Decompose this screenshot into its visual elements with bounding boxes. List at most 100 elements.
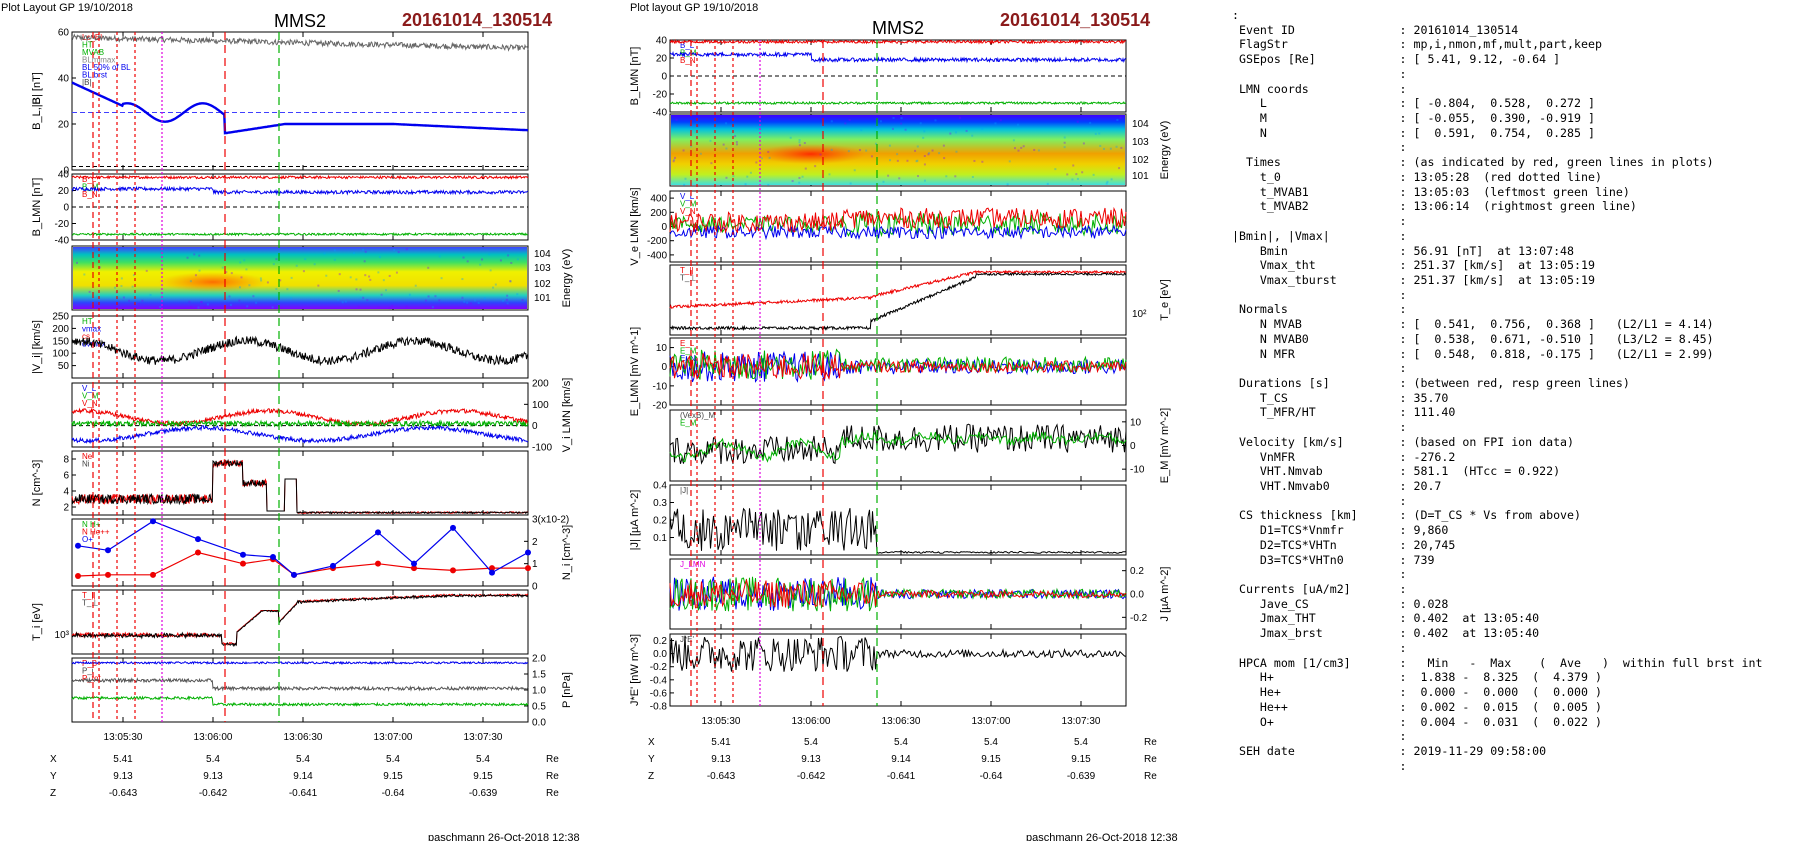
spectrogram-noise [848, 118, 851, 121]
spectrogram-noise [1075, 173, 1078, 176]
info-line: t_0 : 13:05:28 (red dotted line) [1232, 169, 1602, 184]
spectrogram-noise [470, 302, 473, 305]
legend-entry: B_L [680, 41, 695, 50]
info-line: Velocity [km/s] : (based on FPI ion data… [1232, 434, 1575, 449]
info-line: : [1232, 640, 1407, 655]
spectrogram-noise [188, 300, 191, 303]
y-tick-label: 102 [1132, 155, 1149, 166]
position-value: 9.15 [981, 754, 1001, 765]
spectrogram-noise [141, 299, 144, 302]
info-line: Normals : [1232, 302, 1407, 317]
panel-frame [669, 484, 1127, 556]
position-value: 5.41 [711, 737, 731, 748]
y-tick-label: 400 [650, 194, 667, 205]
position-value: 9.14 [293, 771, 313, 782]
spectrogram-noise [355, 278, 358, 281]
spectrogram-noise [481, 258, 484, 261]
spectrogram-noise [916, 145, 919, 148]
spectrogram-noise [994, 122, 997, 125]
spectrogram-noise [132, 274, 135, 277]
position-value: 5.4 [206, 754, 220, 765]
spectrogram-noise [88, 290, 91, 293]
spectrogram-noise [260, 279, 263, 282]
position-value: 9.15 [383, 771, 403, 782]
info-line: T_CS : 35.70 [1232, 390, 1449, 405]
spectrogram-noise [477, 302, 480, 305]
data-point [75, 542, 81, 549]
spectrogram-noise [949, 132, 952, 135]
legend-entry: J*E' [680, 635, 694, 644]
spectrogram-noise [355, 288, 358, 291]
y-tick-label: 0 [532, 582, 538, 593]
series-te-perp [670, 272, 1127, 332]
series-bl [669, 38, 1127, 45]
panel-right-1: -40 -20 0 20 40 B_LMN [nT] B_LB_MB_N [629, 36, 1127, 119]
spectrogram-noise [896, 153, 899, 156]
y-axis-label: B_LMN [nT] [629, 47, 641, 106]
position-value: 5.41 [113, 754, 133, 765]
legend-entry: Lc_Bl [82, 33, 102, 42]
y-tick-label: 0.4 [653, 481, 667, 492]
data-point [525, 549, 531, 556]
spectrogram-noise [255, 301, 258, 304]
spectrogram-noise [275, 258, 278, 261]
spectrogram-noise [1115, 145, 1118, 148]
spectrogram-noise [272, 263, 275, 266]
legend-entry: V_N [680, 207, 696, 216]
spectrogram-noise [673, 158, 676, 161]
info-line: : [1232, 729, 1407, 744]
series-el [669, 353, 1127, 380]
data-point [150, 518, 156, 525]
spectrogram-noise [509, 280, 512, 283]
spectrogram-noise [798, 181, 801, 184]
spectrogram-noise [927, 153, 930, 156]
spectrogram-noise [755, 161, 758, 164]
spectrogram-noise [463, 300, 466, 303]
position-value: -0.639 [1067, 771, 1096, 782]
y-axis-label: B_L,|B| [nT] [31, 72, 43, 130]
info-line: VHT.Nmvab : 581.1 (HTcc = 0.922) [1232, 464, 1561, 479]
spectrogram-noise [1046, 182, 1049, 185]
panel-right-9: -0.8 -0.6 -0.4 -0.2 0.0 0.2 J*E' [nW m^-3] J*E' [629, 633, 1127, 713]
spectrogram-noise [246, 305, 249, 308]
y-tick-label: 4 [63, 487, 69, 498]
info-line: : [1232, 287, 1407, 302]
spectrogram-noise [362, 296, 365, 299]
event-id-left: 20161014_130514 [402, 10, 552, 30]
spectrogram-noise [896, 159, 899, 162]
spectrogram-noise [238, 286, 241, 289]
legend-entry: V_L [680, 192, 695, 201]
spectrogram-noise [767, 150, 770, 153]
spectrogram-noise [735, 140, 738, 143]
y-tick-label: -0.4 [650, 675, 668, 686]
plot-layout-left: Plot Layout GP 19/10/2018 [1, 2, 133, 14]
position-value: 5.4 [804, 737, 818, 748]
spectrogram-noise [789, 136, 792, 139]
spectrogram-noise [483, 297, 486, 300]
spectrogram-noise [682, 149, 685, 152]
y-tick-label: 0.0 [1130, 590, 1144, 601]
position-value: 5.4 [476, 754, 490, 765]
spectrogram-noise [434, 295, 437, 298]
info-line: He++ : 0.002 - 0.015 ( 0.005 ) [1232, 699, 1602, 714]
legend-entry: P_i [82, 667, 94, 676]
spectrogram-noise [427, 295, 430, 298]
spectrogram-noise [900, 122, 903, 125]
spectrogram-noise [344, 300, 347, 303]
spectrogram-noise [847, 150, 850, 153]
spectrogram-noise [725, 147, 728, 150]
spectrogram-noise [959, 116, 962, 119]
spectrogram-noise [891, 127, 894, 130]
spectrogram-noise [243, 259, 246, 262]
spectrogram-noise [461, 296, 464, 299]
y-tick-label: 0.1 [653, 533, 667, 544]
spectrogram-noise [906, 159, 909, 162]
series-em [669, 430, 1127, 463]
spectrogram-noise [1098, 132, 1101, 135]
info-line: Event ID : 20161014_130514 [1232, 22, 1519, 37]
y-tick-label: -200 [647, 236, 667, 247]
spectrogram-noise [510, 261, 513, 264]
data-point [105, 571, 111, 578]
legend-entry: B_N [680, 56, 696, 65]
spectrogram-noise [366, 299, 369, 302]
